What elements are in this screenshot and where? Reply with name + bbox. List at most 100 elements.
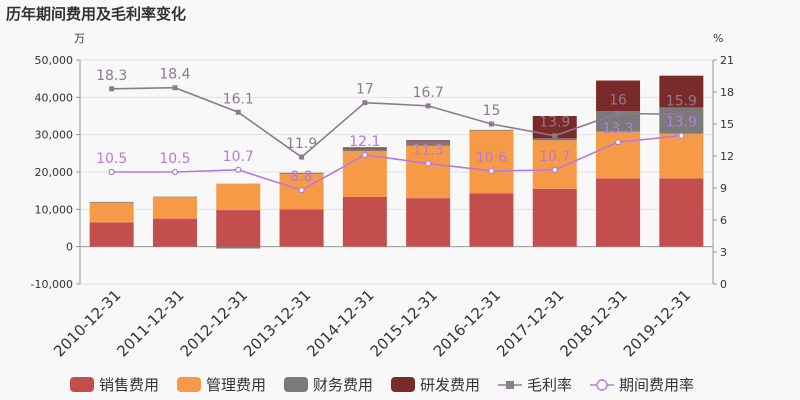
data-label: 13.9 (666, 115, 697, 131)
left-axis-unit: 万 (74, 32, 85, 45)
x-tick-label: 2015-12-31 (367, 286, 441, 360)
x-tick-label: 2013-12-31 (240, 286, 314, 360)
bar-segment[interactable] (532, 116, 577, 139)
line-point[interactable] (425, 103, 431, 109)
bar-segment[interactable] (342, 147, 387, 149)
data-label: 18.3 (96, 68, 127, 84)
line-point[interactable] (615, 110, 621, 116)
bar-segment[interactable] (216, 246, 261, 249)
bar-segment[interactable] (596, 131, 641, 179)
line-point[interactable] (235, 109, 241, 115)
data-label: 17 (356, 82, 374, 98)
legend-marker (596, 379, 608, 391)
legend-label[interactable]: 销售费用 (99, 376, 159, 394)
bar-segment[interactable] (279, 172, 324, 174)
line-point[interactable] (488, 121, 494, 127)
line-point[interactable] (488, 167, 495, 175)
line-point[interactable] (552, 133, 558, 139)
data-label: 13.9 (539, 115, 570, 131)
bar-segment[interactable] (342, 148, 387, 152)
legend-label[interactable]: 毛利率 (527, 376, 572, 394)
data-label: 11.9 (286, 136, 317, 152)
data-label: 10.7 (539, 149, 570, 165)
line-point[interactable] (425, 160, 432, 167)
bar-segment[interactable] (216, 183, 261, 211)
bar-segment[interactable] (216, 210, 261, 247)
bar-segment[interactable] (406, 140, 451, 142)
series-line (111, 86, 682, 159)
line-point[interactable] (551, 166, 558, 173)
line-point[interactable] (362, 100, 368, 106)
line-point[interactable] (361, 151, 368, 159)
legend-label[interactable]: 期间费用率 (619, 376, 694, 394)
bar-segment[interactable] (152, 218, 197, 247)
data-label: 15.9 (666, 93, 697, 109)
data-label: 15 (483, 103, 501, 119)
right-tick-label: 3 (720, 246, 727, 259)
bar-segment[interactable] (659, 133, 704, 179)
bar-segment[interactable] (469, 129, 514, 131)
x-tick-label: 2010-12-31 (50, 286, 124, 360)
line-point[interactable] (171, 168, 179, 176)
bar-segment[interactable] (659, 178, 704, 247)
data-label: 13.3 (602, 121, 633, 137)
left-tick-label: 50,000 (35, 54, 74, 67)
bar-segment[interactable] (406, 141, 451, 146)
bar-segment[interactable] (152, 196, 197, 198)
bar-segment[interactable] (596, 178, 641, 247)
data-label: 10.5 (96, 151, 127, 167)
x-tick-label: 2017-12-31 (493, 286, 567, 360)
legend-marker (506, 381, 514, 389)
x-tick-label: 2012-12-31 (177, 286, 251, 360)
legend-swatch (391, 377, 415, 392)
left-tick-label: 20,000 (35, 166, 74, 179)
legend[interactable]: 销售费用 管理费用 财务费用 研发费用 毛利率 期间费用率 (70, 376, 694, 394)
data-label: 11.3 (413, 142, 444, 158)
legend-label[interactable]: 研发费用 (420, 376, 480, 394)
bar-segment[interactable] (89, 222, 134, 247)
right-tick-label: 15 (720, 118, 734, 131)
bar-segment[interactable] (342, 151, 387, 198)
bar-segment[interactable] (469, 193, 514, 247)
right-tick-label: 18 (720, 86, 734, 99)
line-point[interactable] (678, 132, 685, 139)
line-point[interactable] (109, 86, 115, 92)
line-point[interactable] (614, 139, 622, 146)
legend-label[interactable]: 财务费用 (313, 376, 373, 394)
bars (89, 75, 704, 249)
bar-segment[interactable] (596, 111, 641, 132)
line-point[interactable] (172, 85, 178, 91)
bar-segment[interactable] (469, 130, 514, 194)
legend-swatch (177, 377, 201, 392)
data-label: 10.5 (159, 151, 190, 167)
line-point[interactable] (298, 187, 305, 194)
bar-segment[interactable] (659, 75, 704, 108)
bar-segment[interactable] (152, 197, 197, 219)
right-tick-label: 0 (720, 278, 727, 291)
left-tick-label: 10,000 (35, 203, 74, 216)
bar-segment[interactable] (596, 80, 641, 112)
right-tick-label: 6 (720, 214, 727, 227)
left-tick-label: 40,000 (35, 91, 74, 104)
lines: 18.3 18.4 16.1 11.9 17 16.7 15 13.9 16 15.9 10.5 10… (96, 67, 697, 194)
chart-title: 历年期间费用及毛利率变化 (6, 5, 186, 23)
bar-segment[interactable] (342, 197, 387, 247)
bar-segment[interactable] (89, 202, 134, 223)
bar-segment[interactable] (532, 138, 577, 141)
bar-segment[interactable] (659, 107, 704, 134)
line-point[interactable] (299, 154, 305, 160)
right-tick-label: 21 (720, 54, 734, 67)
bar-segment[interactable] (406, 145, 451, 199)
line-point[interactable] (235, 166, 242, 173)
line-point[interactable] (678, 111, 684, 117)
bar-segment[interactable] (89, 201, 134, 203)
bar-segment[interactable] (532, 140, 577, 189)
data-label: 8.8 (290, 169, 312, 185)
bar-segment[interactable] (532, 188, 577, 247)
bar-segment[interactable] (279, 209, 324, 247)
bar-segment[interactable] (406, 198, 451, 247)
legend-label[interactable]: 管理费用 (206, 376, 266, 394)
x-tick-label: 2019-12-31 (620, 286, 694, 360)
line-point[interactable] (108, 168, 115, 176)
